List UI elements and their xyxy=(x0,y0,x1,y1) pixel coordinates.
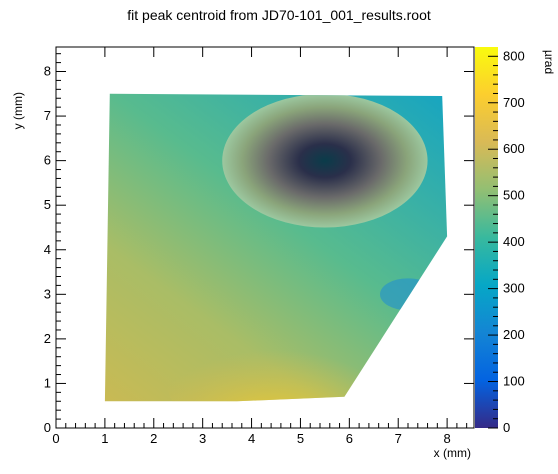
x-axis: 0 1 2 3 4 5 6 7 8 xyxy=(52,47,468,446)
x-tick-label: 8 xyxy=(443,431,450,446)
bottom-warm-region xyxy=(166,307,386,402)
y-axis: 0 1 2 3 4 5 6 7 8 xyxy=(44,53,474,435)
y-tick-label: 6 xyxy=(44,153,51,168)
sample-area xyxy=(104,93,448,402)
z-tick-label: 700 xyxy=(503,95,525,110)
colorbar-axis: 0 100 200 300 400 500 600 700 800 xyxy=(488,48,525,435)
z-tick-label: 0 xyxy=(503,420,510,435)
y-tick-label: 4 xyxy=(44,242,51,257)
y-tick-label: 2 xyxy=(44,331,51,346)
z-tick-label: 300 xyxy=(503,281,525,296)
colorbar xyxy=(475,47,498,428)
x-tick-label: 2 xyxy=(150,431,157,446)
y-tick-label: 3 xyxy=(44,286,51,301)
z-tick-label: 600 xyxy=(503,141,525,156)
y-tick-label: 1 xyxy=(44,375,51,390)
y-tick-label: 5 xyxy=(44,197,51,212)
z-tick-label: 800 xyxy=(503,48,525,63)
x-tick-label: 4 xyxy=(248,431,255,446)
colorbar-label: µrad xyxy=(542,50,556,74)
chart-title: fit peak centroid from JD70-101_001_resu… xyxy=(127,7,431,23)
y-tick-label: 7 xyxy=(44,108,51,123)
x-tick-label: 0 xyxy=(52,431,59,446)
y-tick-label: 0 xyxy=(44,420,51,435)
z-tick-label: 100 xyxy=(503,374,525,389)
x-tick-label: 1 xyxy=(101,431,108,446)
x-tick-label: 5 xyxy=(297,431,304,446)
y-axis-label: y (mm) xyxy=(11,92,25,129)
z-tick-label: 400 xyxy=(503,234,525,249)
x-axis-label: x (mm) xyxy=(434,446,471,460)
z-tick-label: 200 xyxy=(503,327,525,342)
x-tick-label: 6 xyxy=(346,431,353,446)
hot-spot-region xyxy=(222,93,428,228)
z-tick-label: 500 xyxy=(503,188,525,203)
x-tick-label: 7 xyxy=(395,431,402,446)
y-tick-label: 8 xyxy=(44,64,51,79)
x-tick-label: 3 xyxy=(199,431,206,446)
